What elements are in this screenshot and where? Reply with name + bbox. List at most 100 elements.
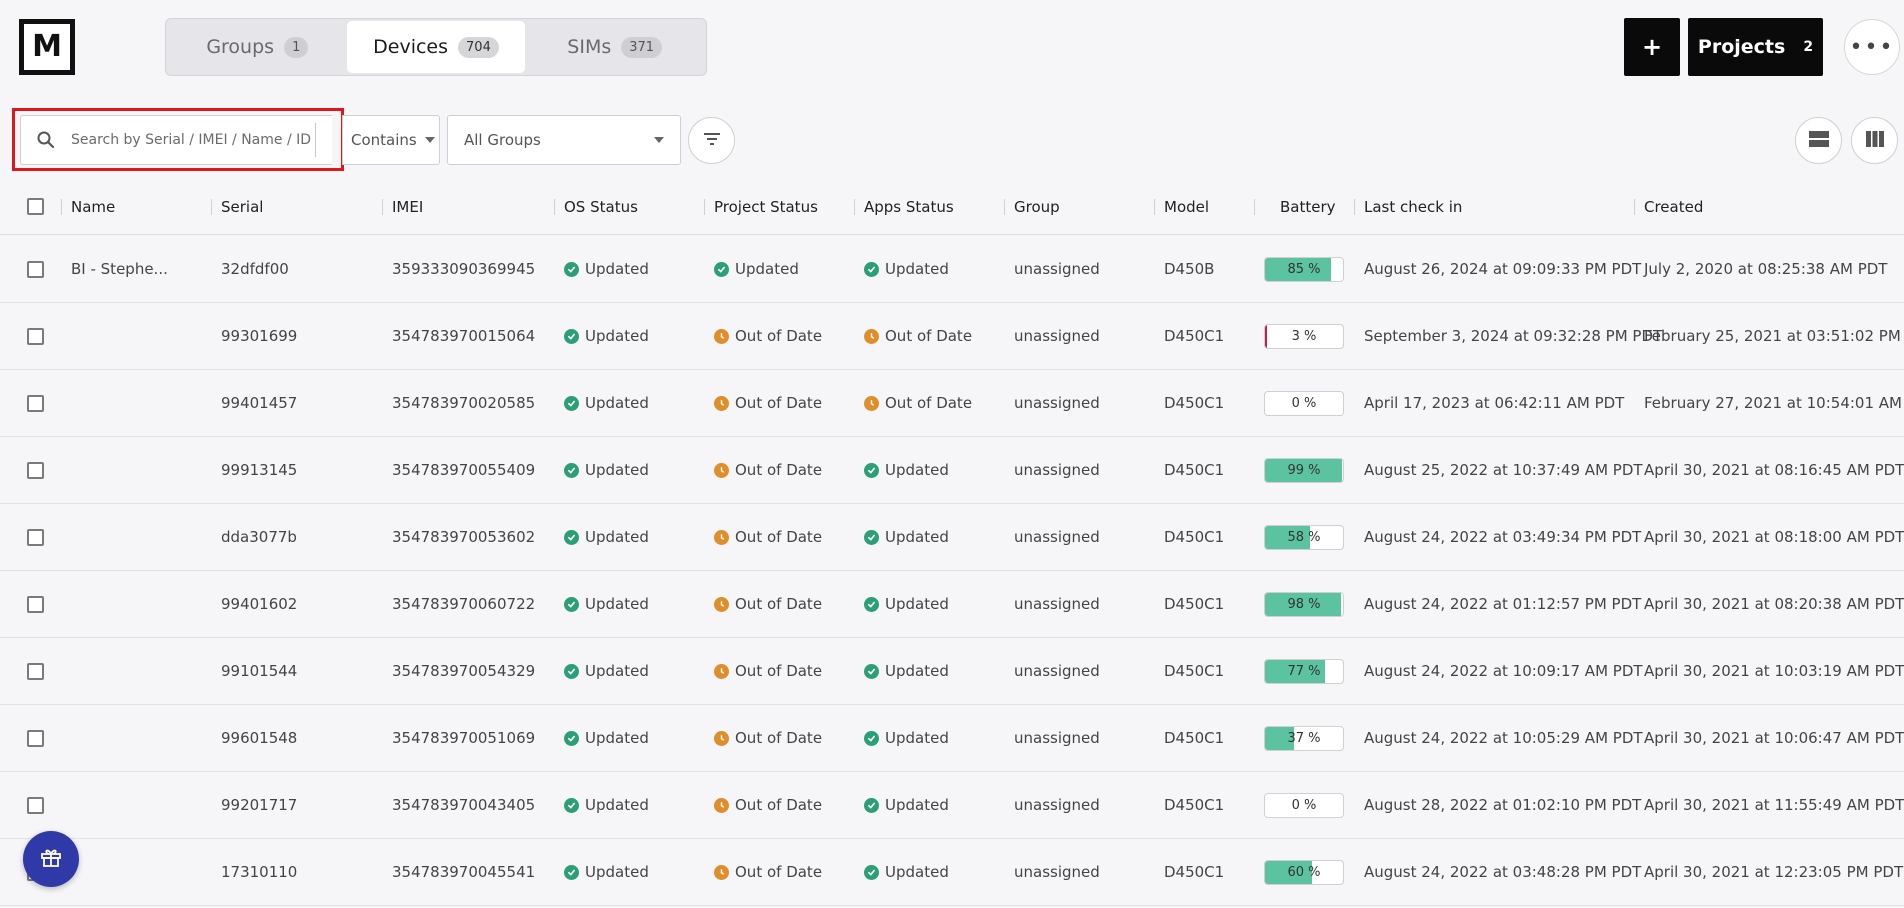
row-checkbox[interactable]	[27, 729, 44, 747]
os-status-label: Updated	[585, 260, 649, 278]
os-status-cell: Updated	[564, 638, 649, 704]
column-header-serial[interactable]: Serial	[221, 197, 264, 216]
column-header-name[interactable]: Name	[71, 197, 116, 216]
project-status-cell: Out of Date	[714, 839, 822, 905]
apps-status-cell: Updated	[864, 571, 949, 637]
battery-label: 37 %	[1287, 730, 1321, 746]
row-checkbox-cell[interactable]	[27, 504, 44, 570]
table-row[interactable]: 99101544 354783970054329 Updated Out of Dat…	[0, 638, 1904, 705]
table-row[interactable]: dda3077b 354783970053602 Updated Out of Dat…	[0, 504, 1904, 571]
column-header-os-status[interactable]: OS Status	[564, 197, 638, 216]
check-circle-icon	[564, 864, 579, 880]
os-status: Updated	[564, 595, 649, 613]
row-checkbox[interactable]	[27, 662, 44, 680]
logo-letter: M	[32, 29, 62, 64]
tab-label: Groups	[206, 36, 275, 58]
table-row[interactable]: 17310110 354783970045541 Updated Out of Dat…	[0, 839, 1904, 906]
row-checkbox-cell[interactable]	[27, 705, 44, 771]
table-row[interactable]: 99913145 354783970055409 Updated Out of Dat…	[0, 437, 1904, 504]
device-group-cell: unassigned	[1014, 327, 1100, 345]
gift-button[interactable]	[23, 831, 79, 887]
battery-cell: 98 %	[1264, 571, 1344, 637]
device-group-cell: unassigned	[1014, 461, 1100, 479]
row-checkbox[interactable]	[27, 327, 44, 345]
chevron-down-icon	[654, 137, 664, 143]
device-imei-cell: 354783970045541	[392, 863, 536, 881]
project-status-cell: Out of Date	[714, 705, 822, 771]
battery-fill	[1265, 592, 1342, 616]
row-checkbox-cell[interactable]	[27, 370, 44, 436]
column-header-battery[interactable]: Battery	[1280, 197, 1336, 216]
column-header-group[interactable]: Group	[1014, 197, 1060, 216]
created-date-cell: February 25, 2021 at 03:51:02 PM PST	[1644, 327, 1904, 345]
battery-cell: 99 %	[1264, 437, 1344, 503]
search-icon	[21, 130, 71, 150]
apps-status-cell: Updated	[864, 236, 949, 302]
select-all-checkbox-cell[interactable]	[27, 179, 44, 234]
device-model-cell: D450C1	[1164, 796, 1225, 814]
app-logo[interactable]: M	[19, 19, 75, 75]
battery-label: 99 %	[1287, 462, 1321, 478]
row-checkbox[interactable]	[27, 461, 44, 479]
column-header-last-check-in[interactable]: Last check in	[1364, 197, 1463, 216]
row-checkbox-cell[interactable]	[27, 303, 44, 369]
apps-status-label: Updated	[885, 729, 949, 747]
row-checkbox[interactable]	[27, 528, 44, 546]
battery-bar: 0 %	[1264, 792, 1344, 818]
column-header-imei[interactable]: IMEI	[392, 197, 424, 216]
column-header-created[interactable]: Created	[1644, 197, 1704, 216]
projects-button[interactable]: Projects 2	[1688, 18, 1823, 76]
apps-status-label: Updated	[885, 461, 949, 479]
row-checkbox-cell[interactable]	[27, 571, 44, 637]
row-checkbox-cell[interactable]	[27, 772, 44, 838]
row-checkbox-cell[interactable]	[27, 236, 44, 302]
search-box[interactable]	[20, 115, 332, 165]
check-circle-icon	[564, 797, 579, 813]
os-status: Updated	[564, 729, 649, 747]
group-filter-select[interactable]: All Groups	[447, 115, 681, 165]
battery-cell: 0 %	[1264, 772, 1344, 838]
search-input[interactable]	[71, 132, 311, 148]
column-view-button[interactable]	[1851, 117, 1898, 164]
check-circle-icon	[564, 261, 579, 277]
device-name-cell: BI - Stephe...	[71, 260, 168, 278]
clock-icon	[864, 328, 879, 344]
check-circle-icon	[564, 529, 579, 545]
table-row[interactable]: 99401457 354783970020585 Updated Out of Dat…	[0, 370, 1904, 437]
match-mode-value: Contains	[351, 131, 417, 149]
table-row[interactable]: 99201717 354783970043405 Updated Out of Dat…	[0, 772, 1904, 839]
column-header-project-status[interactable]: Project Status	[714, 197, 818, 216]
tab-sims[interactable]: SIMs 371	[525, 21, 704, 73]
table-row[interactable]: 99401602 354783970060722 Updated Out of Dat…	[0, 571, 1904, 638]
list-view-button[interactable]	[1795, 117, 1842, 164]
match-mode-select[interactable]: Contains	[342, 115, 440, 165]
clock-icon	[714, 864, 729, 880]
device-imei-cell: 354783970015064	[392, 327, 536, 345]
column-header-apps-status[interactable]: Apps Status	[864, 197, 954, 216]
column-header-model[interactable]: Model	[1164, 197, 1210, 216]
row-checkbox[interactable]	[27, 796, 44, 814]
filter-button[interactable]	[688, 117, 735, 164]
battery-fill	[1265, 659, 1326, 683]
project-status: Out of Date	[714, 394, 822, 412]
tab-groups[interactable]: Groups 1	[168, 21, 347, 73]
row-checkbox[interactable]	[27, 595, 44, 613]
battery-fill	[1265, 860, 1312, 884]
row-checkbox[interactable]	[27, 394, 44, 412]
battery-cell: 3 %	[1264, 303, 1344, 369]
more-options-button[interactable]: •••	[1844, 19, 1900, 75]
table-row[interactable]: BI - Stephe... 32dfdf00 359333090369945 Upd…	[0, 236, 1904, 303]
battery-bar: 0 %	[1264, 390, 1344, 416]
device-group-cell: unassigned	[1014, 595, 1100, 613]
row-checkbox-cell[interactable]	[27, 638, 44, 704]
device-model-cell: D450C1	[1164, 662, 1225, 680]
select-all-checkbox[interactable]	[27, 198, 44, 215]
project-status-label: Out of Date	[735, 327, 823, 345]
row-checkbox[interactable]	[27, 260, 44, 278]
tab-devices[interactable]: Devices 704	[346, 21, 526, 73]
row-checkbox-cell[interactable]	[27, 437, 44, 503]
add-button[interactable]: +	[1624, 18, 1680, 76]
table-row[interactable]: 99301699 354783970015064 Updated Out of Dat…	[0, 303, 1904, 370]
table-row[interactable]: 99601548 354783970051069 Updated Out of Dat…	[0, 705, 1904, 772]
apps-status-label: Updated	[885, 796, 949, 814]
